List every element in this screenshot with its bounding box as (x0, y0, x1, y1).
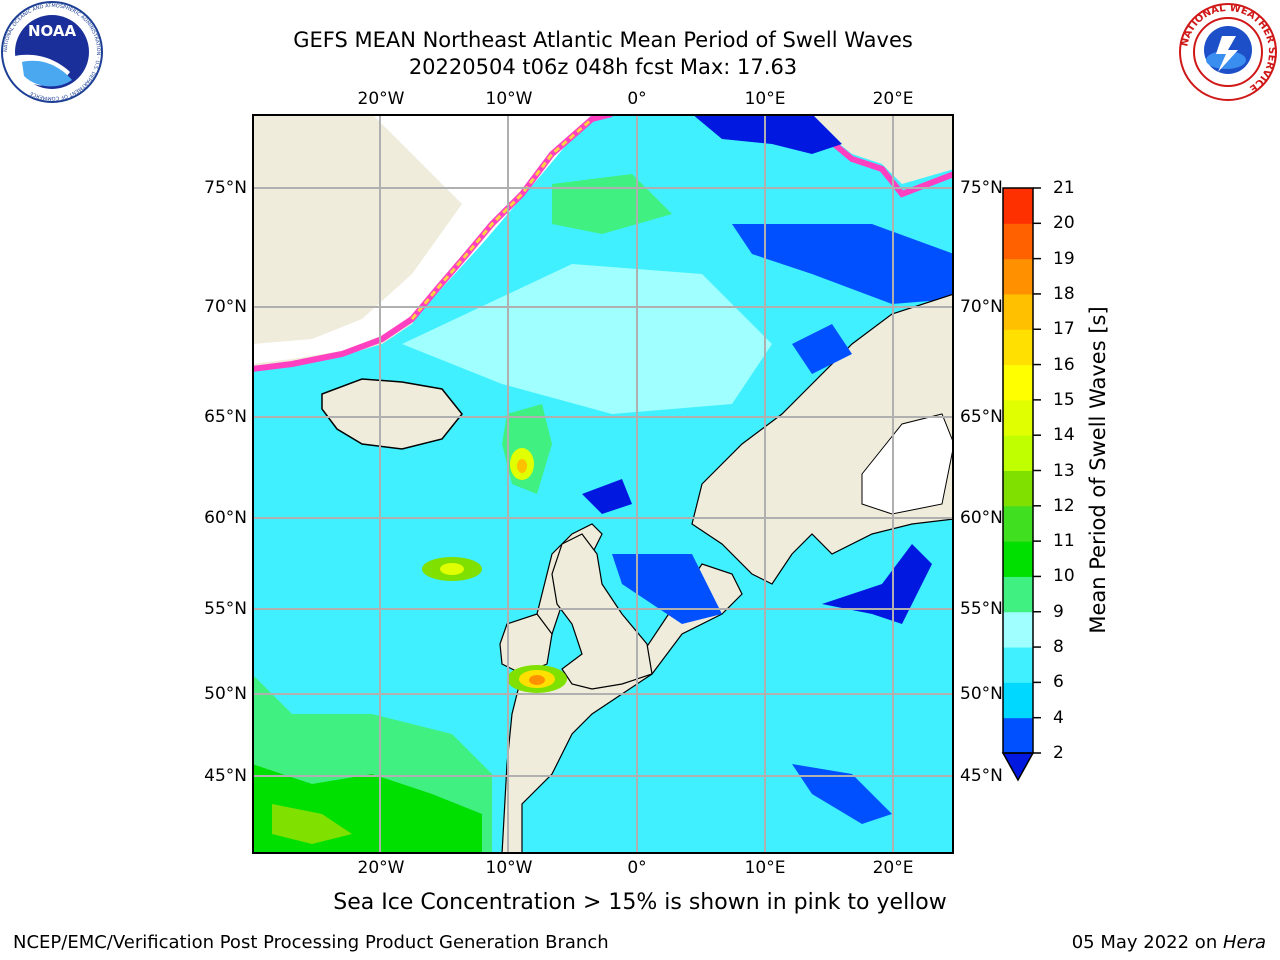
colorbar-label: 6 (1053, 672, 1064, 693)
lon-label-top: 20°W (357, 89, 405, 109)
colorbar-block (1003, 188, 1033, 224)
map-subtitle: 20220504 t06z 048h fcst Max: 17.63 (408, 55, 798, 79)
colorbar-label: 2 (1053, 743, 1064, 763)
colorbar-block (1003, 505, 1033, 542)
blue-band-north (732, 224, 954, 304)
lon-label-top: 0° (627, 89, 647, 109)
lon-label-bottom: 10°W (485, 858, 533, 878)
finland-gulf-blank (861, 413, 954, 515)
lat-label-left: 50°N (204, 684, 247, 704)
colorbar-title: Mean Period of Swell Waves [s] (1086, 306, 1110, 634)
lat-label-right: 65°N (960, 407, 1003, 427)
celtic-sea-orange (529, 675, 545, 685)
sea-ice-edge-yellow (410, 117, 593, 320)
nws-logo: NATIONAL WEATHER SERVICE (1179, 3, 1277, 101)
footer-date: 05 May 2022 on Hera (1072, 932, 1266, 953)
lat-label-right: 75°N (960, 178, 1003, 198)
colorbar-block (1003, 647, 1033, 683)
colorbar-label: 16 (1053, 354, 1075, 375)
swell-period-map (252, 114, 954, 854)
map-title: GEFS MEAN Northeast Atlantic Mean Period… (293, 28, 913, 52)
great-britain-land (551, 533, 653, 690)
colorbar-block (1003, 717, 1033, 754)
rockall-spot-core (440, 563, 464, 575)
colorbar-label: 18 (1053, 283, 1075, 304)
colorbar-frame (1002, 187, 1034, 754)
colorbar-label: 12 (1053, 495, 1075, 516)
colorbar-block (1003, 399, 1033, 436)
lat-label-right: 55°N (960, 599, 1003, 619)
colorbar-label: 20 (1053, 213, 1075, 234)
sea-ice-note: Sea Ice Concentration > 15% is shown in … (333, 890, 947, 915)
noaa-logo-text: NOAA (28, 22, 77, 40)
colorbar-block (1003, 223, 1033, 260)
lat-label-left: 75°N (204, 178, 247, 198)
lon-label-bottom: 10°E (744, 858, 786, 878)
footer-branch: NCEP/EMC/Verification Post Processing Pr… (13, 932, 609, 953)
colorbar-block (1003, 329, 1033, 366)
colorbar-label: 8 (1053, 637, 1064, 658)
lat-label-right: 50°N (960, 684, 1003, 704)
footer-date-text: 05 May 2022 on (1071, 932, 1223, 953)
norway-coast-blue-2 (792, 324, 852, 374)
colorbar-label: 11 (1053, 531, 1075, 552)
colorbar-label: 9 (1053, 601, 1064, 622)
colorbar-block (1003, 541, 1033, 577)
lon-label-bottom: 0° (627, 858, 647, 878)
yellowgreen-southwest (272, 804, 352, 844)
baltic-sea (822, 544, 932, 624)
colorbar-label: 21 (1053, 178, 1075, 198)
lon-label-top: 10°E (744, 89, 786, 109)
colorbar-block (1003, 470, 1033, 507)
footer-host: Hera (1222, 932, 1266, 953)
colorbar-extend-arrow (1001, 752, 1035, 782)
mediterranean-sea (672, 784, 954, 854)
colorbar-label: 15 (1053, 389, 1075, 410)
colorbar-label: 14 (1053, 425, 1075, 446)
adriatic-sea (792, 764, 892, 824)
colorbar-block (1003, 435, 1033, 471)
lon-label-bottom: 20°E (872, 858, 914, 878)
lon-label-top: 10°W (485, 89, 533, 109)
lat-label-left: 45°N (204, 766, 247, 786)
lat-label-left: 70°N (204, 297, 247, 317)
lon-label-bottom: 20°W (357, 858, 405, 878)
lon-label-top: 20°E (872, 89, 914, 109)
colorbar-block (1003, 682, 1033, 719)
colorbar-label: 13 (1053, 460, 1075, 481)
map-frame (252, 114, 954, 854)
colorbar-block (1003, 293, 1033, 330)
colorbar-block (1003, 576, 1033, 613)
lat-label-right: 60°N (960, 508, 1003, 528)
graticule (252, 114, 954, 854)
colorbar-label: 17 (1053, 319, 1075, 340)
light-cyan-band (402, 264, 772, 414)
colorbar-label: 4 (1053, 707, 1064, 728)
colorbar-block (1003, 611, 1033, 648)
norway-coast-blue (582, 479, 632, 514)
dark-blue-north (692, 114, 842, 154)
lat-label-left: 65°N (204, 407, 247, 427)
colorbar-label: 10 (1053, 566, 1075, 587)
colorbar-block (1003, 258, 1033, 295)
lat-label-left: 55°N (204, 599, 247, 619)
colorbar-label: 19 (1053, 248, 1075, 269)
lat-label-left: 60°N (204, 508, 247, 528)
faroes-orange (517, 459, 527, 473)
lat-label-right: 45°N (960, 766, 1003, 786)
north-sea (612, 554, 722, 624)
noaa-logo: NOAA NATIONAL OCEANIC AND ATMOSPHERIC AD… (1, 1, 103, 103)
lat-label-right: 70°N (960, 297, 1003, 317)
svalbard-land (812, 114, 954, 184)
iceland-land (321, 378, 463, 450)
colorbar-block (1003, 364, 1033, 401)
